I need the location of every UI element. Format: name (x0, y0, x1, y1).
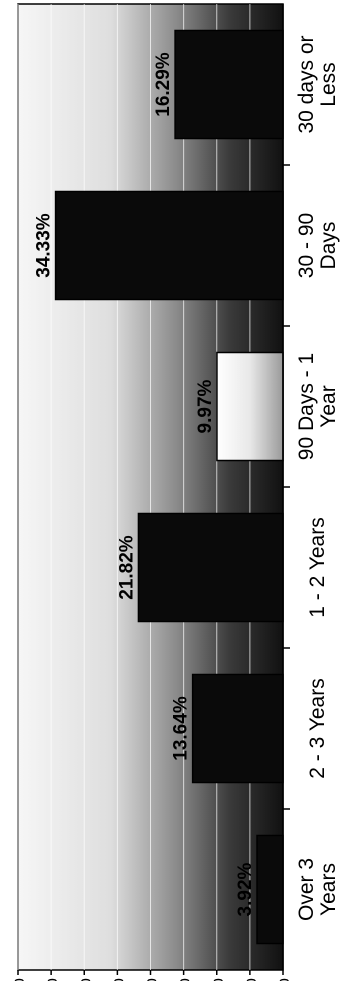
bar (216, 351, 284, 462)
category-label: Days (317, 222, 340, 270)
value-tick-label: 0% (271, 978, 294, 981)
value-tick-label: 15% (172, 978, 195, 981)
value-tick-label: 35% (39, 978, 62, 981)
category-label: 2 - 3 Years (306, 678, 329, 778)
data-labels: 16.29% 34.33% 9.97% 21.82% 13.64% 3.92% (34, 52, 256, 916)
bar (174, 29, 284, 140)
value-axis: 0% 5% 10% 15% 20% 25% 30% 35% 40% (6, 970, 294, 981)
bar (191, 673, 284, 784)
category-label: Over 3 (295, 858, 318, 921)
category-label: 90 Days - 1 (295, 353, 318, 460)
bars (54, 29, 284, 945)
data-label: 9.97% (195, 379, 216, 433)
data-label: 16.29% (153, 52, 174, 117)
gridlines (17, 4, 251, 970)
value-tick-label: 20% (139, 978, 162, 981)
value-tick-label: 5% (238, 978, 261, 981)
bar (54, 190, 284, 301)
value-tick-label: 30% (72, 978, 95, 981)
data-label: 34.33% (34, 213, 55, 278)
value-tick-label: 10% (205, 978, 228, 981)
category-label: Less (317, 62, 340, 106)
category-label: Year (317, 385, 340, 427)
value-tick-label: 40% (6, 978, 29, 981)
bar (256, 834, 284, 945)
bar (137, 512, 284, 623)
data-label: 13.64% (171, 696, 192, 761)
category-label: 30 days or (295, 35, 318, 133)
data-label: 21.82% (116, 535, 137, 600)
value-tick-label: 25% (105, 978, 128, 981)
category-label: Years (317, 863, 340, 916)
data-label: 3.92% (235, 862, 256, 916)
category-label: 1 - 2 Years (306, 517, 329, 617)
category-label: 30 - 90 (295, 213, 318, 278)
